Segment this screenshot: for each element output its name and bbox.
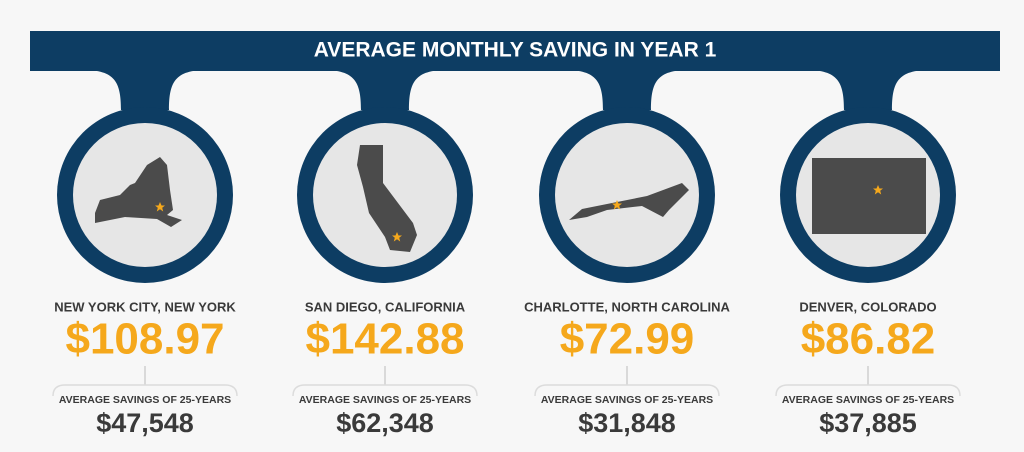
savings-total: $37,885	[819, 408, 917, 438]
savings-total: $62,348	[336, 408, 434, 438]
city-name: NEW YORK CITY, NEW YORK	[54, 299, 236, 314]
star	[392, 232, 402, 242]
city-name: SAN DIEGO, CALIFORNIA	[305, 299, 466, 314]
savings-total: $47,548	[96, 408, 194, 438]
city-name: DENVER, COLORADO	[799, 299, 936, 314]
colorado-shape	[812, 158, 926, 234]
disc	[555, 123, 699, 267]
north-carolina-shape	[569, 183, 689, 220]
bracket	[775, 384, 961, 397]
savings-label: AVERAGE SAVINGS OF 25-YEARS	[541, 394, 713, 406]
savings-total: $31,848	[578, 408, 676, 438]
savings-label: AVERAGE SAVINGS OF 25-YEARS	[782, 394, 954, 406]
connector	[806, 70, 930, 110]
connector	[83, 70, 207, 110]
star	[612, 200, 622, 210]
state-shapes	[95, 145, 926, 252]
monthly-saving: $142.88	[305, 315, 464, 364]
star	[873, 185, 883, 195]
savings-label: AVERAGE SAVINGS OF 25-YEARS	[299, 394, 471, 406]
city-name: CHARLOTTE, NORTH CAROLINA	[524, 299, 730, 314]
monthly-saving: $108.97	[65, 315, 224, 364]
star	[155, 202, 165, 212]
banner	[30, 31, 1000, 71]
california-shape	[357, 145, 417, 252]
monthly-saving: $86.82	[801, 315, 936, 364]
banner-title: AVERAGE MONTHLY SAVING IN YEAR 1	[314, 39, 717, 62]
connector	[565, 70, 689, 110]
bracket	[52, 384, 238, 397]
stars	[155, 185, 883, 242]
new-york-shape	[95, 157, 182, 227]
bracket	[534, 384, 720, 397]
connector	[323, 70, 447, 110]
savings-label: AVERAGE SAVINGS OF 25-YEARS	[59, 394, 231, 406]
bracket	[292, 384, 478, 397]
monthly-saving: $72.99	[560, 315, 695, 364]
